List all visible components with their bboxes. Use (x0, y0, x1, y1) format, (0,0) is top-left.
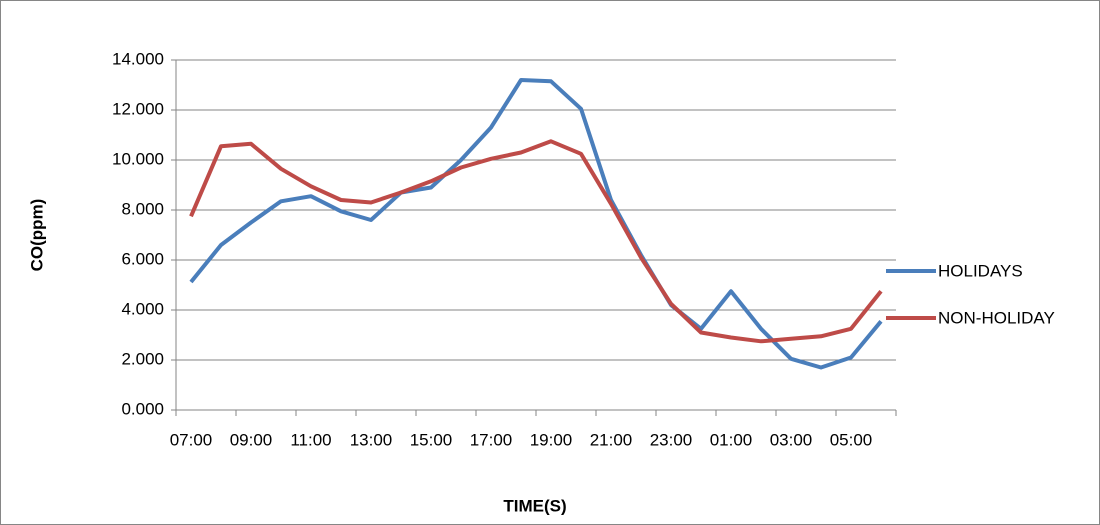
x-tick-label: 01:00 (710, 430, 753, 449)
y-tick-label: 4.000 (121, 299, 164, 318)
x-tick-label: 23:00 (650, 430, 693, 449)
x-tick-label: 15:00 (410, 430, 453, 449)
x-tick-label: 05:00 (830, 430, 873, 449)
x-tick-label: 09:00 (230, 430, 273, 449)
x-tick-label: 07:00 (170, 430, 213, 449)
x-axis-title: TIME(S) (503, 496, 566, 515)
y-tick-label: 12.000 (112, 99, 164, 118)
y-tick-label: 10.000 (112, 149, 164, 168)
y-axis-title: CO(ppm) (27, 199, 46, 272)
data-line (189, 78, 883, 370)
x-tick-label: 11:00 (290, 430, 331, 449)
data-line (189, 139, 883, 344)
x-tick-label: 03:00 (770, 430, 813, 449)
y-tick-label: 8.000 (121, 199, 164, 218)
y-tick-label: 2.000 (121, 349, 164, 368)
x-tick-label: 17:00 (470, 430, 513, 449)
x-tick-label: 13:00 (350, 430, 393, 449)
x-tick-label: 21:00 (590, 430, 633, 449)
legend-label: NON-HOLIDAY (938, 308, 1055, 327)
y-tick-label: 14.000 (112, 49, 164, 68)
x-tick-label: 19:00 (530, 430, 573, 449)
legend-label: HOLIDAYS (938, 261, 1023, 280)
y-tick-label: 6.000 (121, 249, 164, 268)
y-tick-label: 0.000 (121, 399, 164, 418)
